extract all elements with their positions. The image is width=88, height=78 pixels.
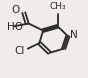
Text: HO: HO <box>7 22 23 32</box>
Text: Cl: Cl <box>14 46 24 56</box>
Text: O: O <box>11 5 19 15</box>
Text: N: N <box>70 30 77 40</box>
Text: CH₃: CH₃ <box>50 2 66 11</box>
